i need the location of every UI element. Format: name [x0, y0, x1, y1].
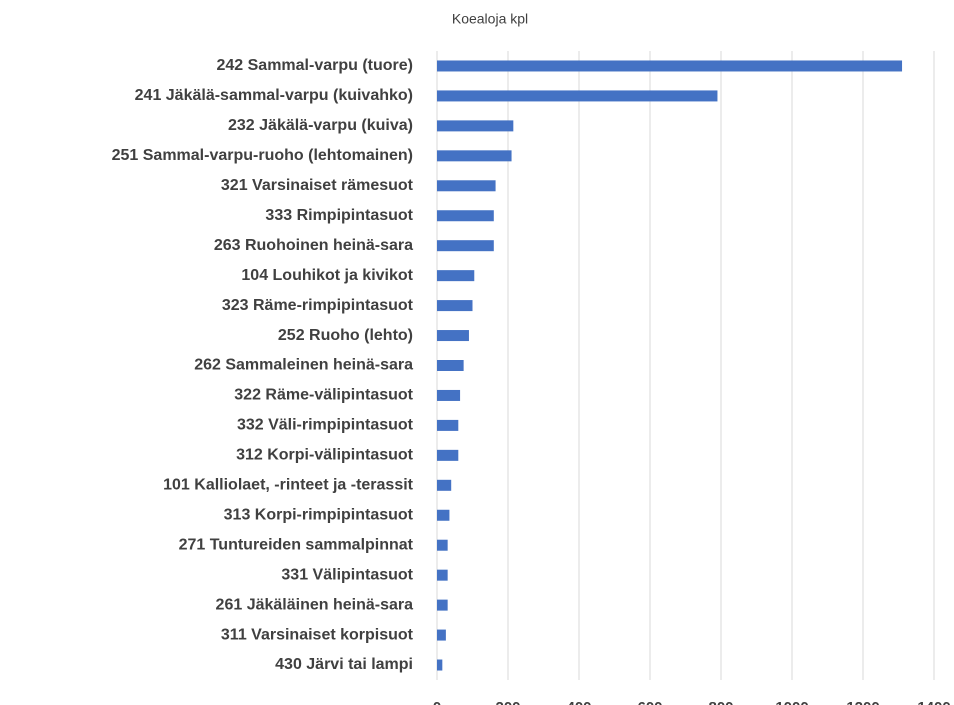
bar [437, 270, 475, 282]
y-tick-label: 331 Välipintasuot [281, 566, 413, 583]
y-tick-label: 241 Jäkälä-sammal-varpu (kuivahko) [135, 87, 413, 104]
x-tick-label: 1400 [917, 699, 950, 705]
x-tick-label: 600 [637, 699, 662, 705]
bar [437, 150, 512, 162]
y-tick-label: 262 Sammaleinen heinä-sara [194, 357, 413, 374]
bar [437, 300, 473, 312]
bar [437, 360, 464, 371]
y-tick-label: 321 Varsinaiset rämesuot [221, 177, 414, 194]
bar [437, 539, 448, 551]
bar [437, 210, 494, 222]
y-tick-label: 311 Varsinaiset korpisuot [221, 626, 414, 643]
bar [437, 330, 469, 342]
bar [437, 449, 459, 461]
bar [437, 90, 718, 102]
x-tick-label: 400 [566, 699, 591, 705]
y-tick-label: 332 Väli-rimpipintasuot [237, 417, 414, 434]
bar [437, 120, 514, 132]
y-tick-label: 242 Sammal-varpu (tuore) [216, 57, 413, 74]
y-tick-label: 323 Räme-rimpipintasuot [222, 297, 414, 314]
bar [437, 419, 459, 431]
bar [437, 599, 448, 611]
x-tick-label: 0 [433, 699, 441, 705]
y-tick-label: 430 Järvi tai lampi [275, 656, 413, 673]
y-tick-label: 312 Korpi-välipintasuot [236, 447, 414, 464]
y-tick-label: 232 Jäkälä-varpu (kuiva) [228, 117, 413, 134]
y-tick-label: 251 Sammal-varpu-ruoho (lehtomainen) [112, 147, 413, 164]
x-tick-label: 1000 [775, 699, 808, 705]
bar [437, 180, 496, 192]
y-tick-label: 322 Räme-välipintasuot [234, 387, 413, 404]
bar [437, 60, 903, 72]
bar [437, 509, 450, 521]
bar [437, 240, 494, 252]
bar [437, 479, 452, 491]
bar [437, 659, 443, 671]
y-tick-label: 263 Ruohoinen heinä-sara [214, 237, 413, 254]
y-tick-label: 104 Louhikot ja kivikot [241, 267, 413, 284]
bar [437, 569, 448, 581]
y-tick-label: 333 Rimpipintasuot [265, 207, 413, 224]
y-tick-label: 261 Jäkäläinen heinä-sara [216, 596, 414, 613]
chart-title: Koealoja kpl [452, 11, 528, 27]
y-tick-label: 313 Korpi-rimpipintasuot [224, 506, 414, 523]
x-tick-label: 800 [708, 699, 733, 705]
bar [437, 629, 446, 641]
x-tick-label: 200 [495, 699, 520, 705]
bar [437, 389, 461, 401]
x-tick-label: 1200 [846, 699, 879, 705]
y-tick-label: 101 Kalliolaet, -rinteet ja -terassit [163, 477, 414, 494]
y-tick-label: 271 Tuntureiden sammalpinnat [179, 536, 414, 553]
y-tick-label: 252 Ruoho (lehto) [278, 327, 413, 344]
